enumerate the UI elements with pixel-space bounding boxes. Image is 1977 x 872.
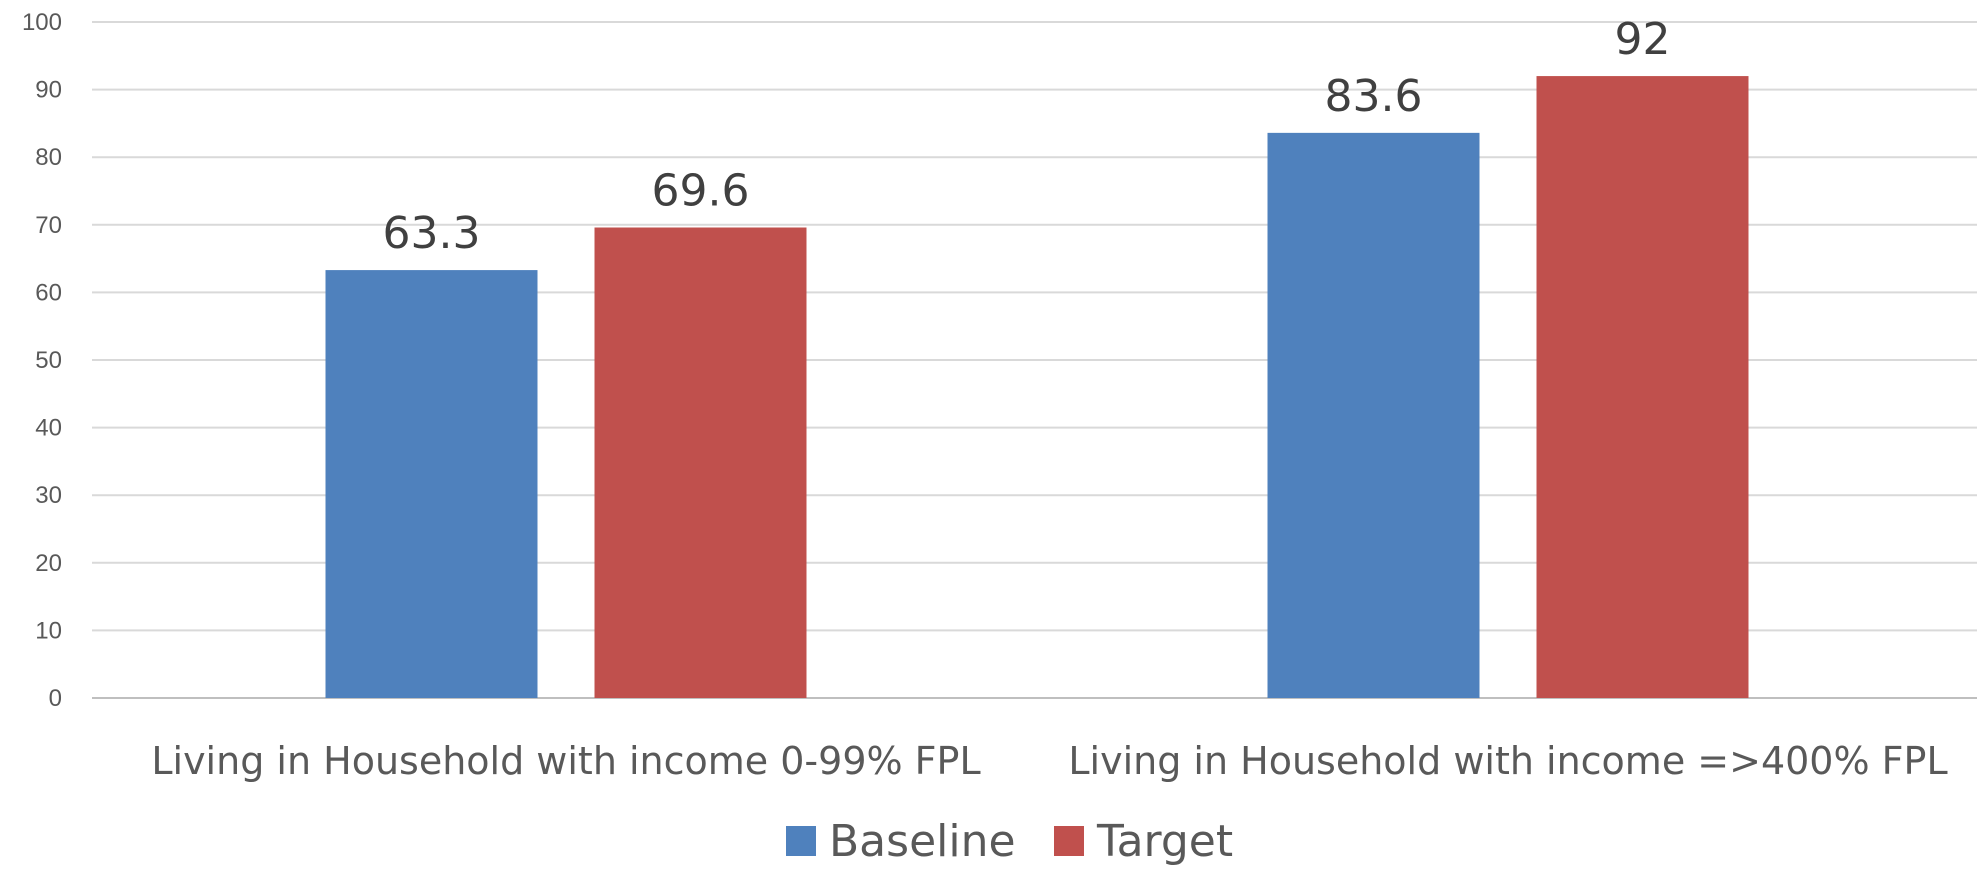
y-tick-label: 20 <box>35 550 62 577</box>
data-label: 83.6 <box>1325 71 1423 122</box>
legend-swatch-baseline <box>786 826 816 856</box>
y-tick-label: 100 <box>22 9 62 36</box>
x-category-label: Living in Household with income =>400% F… <box>1068 739 1947 783</box>
y-tick-label: 10 <box>35 617 62 644</box>
y-tick-label: 50 <box>35 347 62 374</box>
bar-baseline-1 <box>325 270 538 698</box>
data-label: 69.6 <box>652 166 750 217</box>
y-tick-label: 40 <box>35 415 62 442</box>
y-tick-label: 70 <box>35 212 62 239</box>
data-label: 92 <box>1615 14 1671 65</box>
y-tick-label: 30 <box>35 482 62 509</box>
bar-baseline-2 <box>1267 132 1480 698</box>
y-tick-label: 60 <box>35 279 62 306</box>
y-tick-label: 80 <box>35 144 62 171</box>
y-tick-label: 90 <box>35 77 62 104</box>
legend-label-target: Target <box>1096 816 1233 867</box>
bar-target-2 <box>1536 76 1749 698</box>
x-category-label: Living in Household with income 0-99% FP… <box>151 739 980 783</box>
legend-swatch-target <box>1054 826 1084 856</box>
bar-target-1 <box>594 227 807 698</box>
data-label: 63.3 <box>383 208 481 259</box>
legend-label-baseline: Baseline <box>829 816 1016 867</box>
y-tick-label: 0 <box>49 685 62 712</box>
